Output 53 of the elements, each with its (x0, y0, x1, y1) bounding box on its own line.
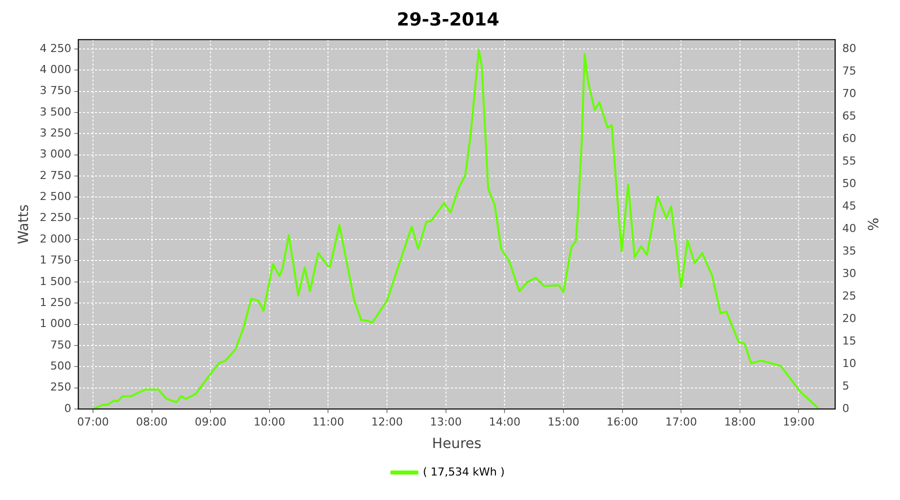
y2-tick-label: 50 (842, 176, 856, 190)
y-tick-label: 3 750 (40, 84, 72, 98)
x-tick-label: 07:00 (77, 415, 109, 428)
legend-label: ( 17,534 kWh ) (422, 465, 505, 478)
y-tick-label: 1 250 (40, 296, 72, 309)
y-tick-label: 1 750 (40, 254, 72, 267)
y2-tick-label: 60 (842, 132, 856, 145)
y2-tick-label: 75 (842, 64, 856, 78)
y-tick-label: 1 000 (40, 317, 72, 330)
y2-tick-label: 0 (842, 402, 850, 415)
x-tick-label: 16:00 (606, 415, 638, 428)
y2-tick-label: 55 (842, 154, 856, 168)
x-tick-label: 09:00 (194, 415, 226, 428)
x-tick-label: 18:00 (724, 415, 756, 428)
y2-tick-label: 10 (842, 356, 856, 370)
y2-tick-label: 40 (842, 222, 856, 235)
x-tick-label: 14:00 (488, 415, 521, 428)
y-tick-label: 0 (64, 402, 72, 415)
x-tick-label: 17:00 (665, 415, 697, 428)
y2-tick-label: 25 (842, 289, 856, 302)
x-tick-label: 10:00 (254, 415, 286, 428)
x-axis-title: Heures (432, 436, 482, 452)
y-tick-label: 3 500 (40, 105, 72, 118)
y-tick-label: 4 250 (40, 42, 72, 55)
y-tick-label: 2 750 (40, 168, 72, 182)
y-tick-label: 500 (50, 359, 72, 372)
y2-tick-label: 65 (842, 109, 856, 122)
x-tick-label: 12:00 (371, 415, 403, 428)
y-tick-label: 3 000 (40, 148, 72, 161)
y2-tick-label: 15 (842, 334, 856, 348)
y-tick-label: 1 500 (40, 274, 72, 288)
y2-tick-label: 30 (842, 266, 856, 280)
y-axis-title: Watts (16, 204, 32, 244)
x-tick-label: 15:00 (548, 415, 580, 428)
y-tick-label: 2 250 (40, 211, 72, 224)
y2-tick-label: 35 (842, 244, 856, 258)
x-tick-label: 19:00 (782, 415, 815, 428)
y-tick-label: 3 250 (40, 126, 72, 140)
y2-axis-title: % (864, 218, 880, 231)
y-tick-label: 250 (50, 380, 72, 394)
x-tick-label: 13:00 (430, 415, 462, 428)
y2-tick-label: 80 (842, 42, 856, 55)
y2-tick-label: 20 (842, 312, 856, 325)
x-tick-label: 08:00 (136, 415, 168, 428)
y-tick-label: 2 000 (40, 232, 72, 246)
y2-tick-label: 45 (842, 199, 856, 212)
y2-tick-label: 70 (842, 86, 856, 100)
chart-title: 29-3-2014 (396, 9, 500, 30)
y-tick-label: 2 500 (40, 190, 72, 204)
x-tick-label: 11:00 (312, 415, 344, 428)
y2-tick-label: 5 (842, 379, 850, 392)
y-tick-label: 750 (50, 338, 72, 352)
y-tick-label: 4 000 (40, 62, 72, 76)
